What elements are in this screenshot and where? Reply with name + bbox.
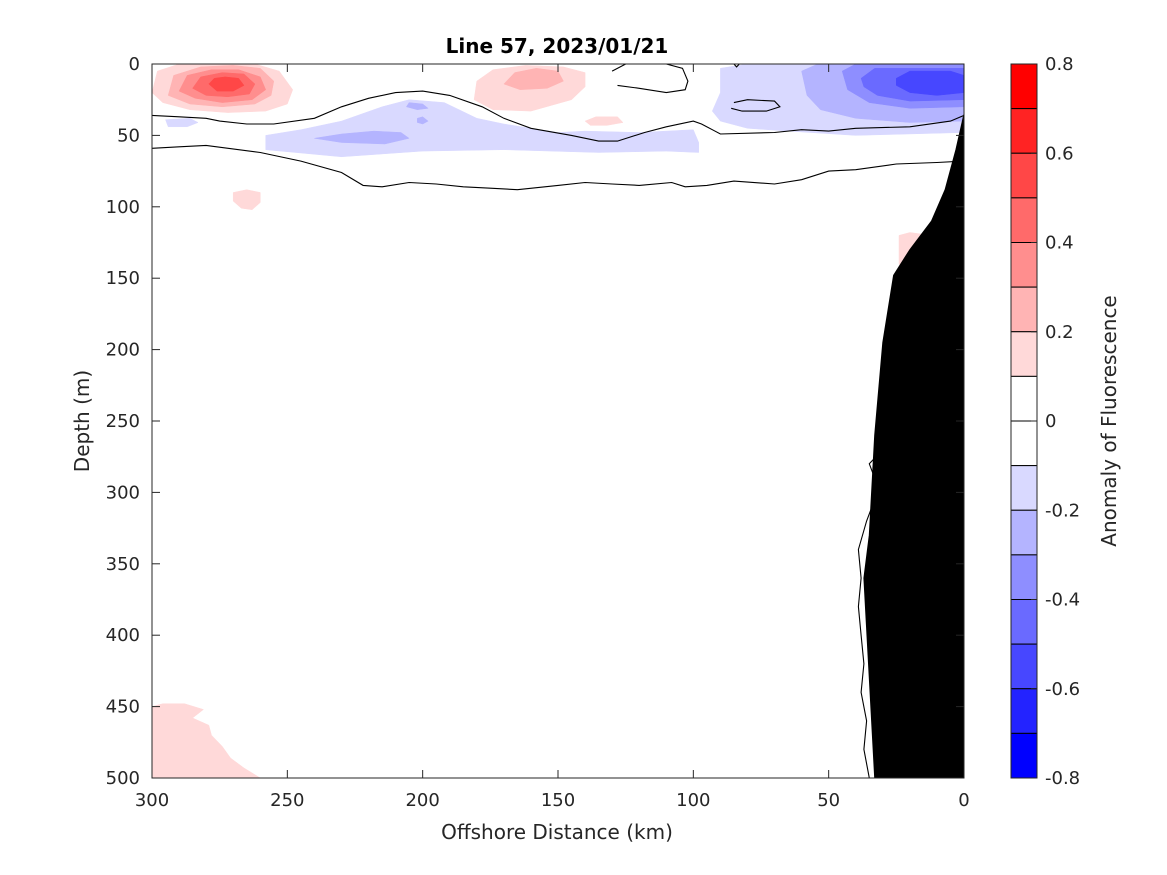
colorbar-tick-label: 0 — [1045, 411, 1056, 432]
colorbar-tick-label: -0.2 — [1045, 500, 1080, 521]
colorbar-level-4 — [1010, 242, 1038, 288]
chart-title: Line 57, 2023/01/21 — [446, 34, 669, 58]
plot-background — [152, 64, 964, 778]
colorbar-level-6 — [1010, 331, 1038, 377]
contour-region-17 — [417, 116, 429, 125]
colorbar-level-15 — [1010, 732, 1038, 779]
y-tick-label: 150 — [106, 268, 140, 289]
colorbar-level-12 — [1010, 599, 1038, 645]
y-axis: 0 50 100 150 200 250 300 350 400 450 500 — [106, 54, 964, 789]
plot-area: 300 250 200 150 100 50 0 050100150200250300350… — [106, 54, 970, 811]
y-tick-label: 400 — [106, 625, 140, 646]
y-tick-label: 350 — [106, 554, 140, 575]
colorbar-label: Anomaly of Fluorescence — [1097, 295, 1121, 546]
contour-region-7 — [584, 116, 624, 126]
colorbar-level-11 — [1010, 554, 1038, 600]
x-tick-label: 200 — [405, 790, 439, 811]
x-tick-label: 0 — [958, 790, 969, 811]
colorbar: 0.8 0.6 0.4 0.2 0 -0.2 -0.4 -0.6 -0.8 — [1010, 54, 1080, 789]
y-axis-label: Depth (m) — [70, 370, 94, 472]
y-tick-label: 250 — [106, 411, 140, 432]
colorbar-level-8 — [1010, 420, 1038, 467]
anomaly-contour-fills — [152, 64, 964, 778]
colorbar-level-3 — [1010, 197, 1038, 243]
seafloor-bathymetry — [863, 113, 964, 778]
colorbar-level-14 — [1010, 688, 1038, 734]
colorbar-tick-label: -0.6 — [1045, 679, 1080, 700]
y-tick-label: 200 — [106, 340, 140, 361]
colorbar-level-7 — [1010, 375, 1038, 422]
colorbar-frame — [1010, 63, 1038, 779]
contour-region-8 — [232, 189, 261, 210]
contour-region-20 — [896, 70, 964, 96]
y-tick-label: 500 — [106, 768, 140, 789]
zero-contour-line-5 — [733, 64, 740, 68]
colorbar-level-13 — [1010, 643, 1038, 690]
contour-region-10 — [152, 703, 261, 778]
y-tick-label: 100 — [106, 197, 140, 218]
zero-contour-line-1 — [152, 144, 964, 191]
zero-contour-line-2 — [611, 64, 689, 94]
colorbar-tick-label: 0.6 — [1045, 143, 1074, 164]
x-tick-label: 50 — [817, 790, 840, 811]
x-tick-label: 150 — [541, 790, 575, 811]
colorbar-level-9 — [1010, 465, 1038, 511]
colorbar-level-10 — [1010, 509, 1038, 556]
colorbar-tick-label: 0.8 — [1045, 54, 1074, 75]
zero-contour-lines — [152, 64, 964, 778]
zero-contour-line-0 — [152, 90, 964, 142]
x-axis: 300 250 200 150 100 50 0 — [135, 64, 970, 811]
colorbar-tick-label: -0.8 — [1045, 768, 1080, 789]
bathymetry-layer — [863, 113, 964, 778]
colorbar-tick-label: 0.4 — [1045, 233, 1074, 254]
contour-region-4 — [208, 76, 245, 92]
zero-contour-line-4 — [857, 441, 900, 778]
x-tick-label: 300 — [135, 790, 169, 811]
y-tick-label: 300 — [106, 482, 140, 503]
colorbar-ticks: 0.8 0.6 0.4 0.2 0 -0.2 -0.4 -0.6 -0.8 — [1031, 54, 1080, 789]
contour-region-6 — [503, 68, 564, 90]
contour-region-14 — [314, 130, 410, 145]
colorbar-level-2 — [1010, 152, 1038, 199]
x-axis-label: Offshore Distance (km) — [441, 820, 673, 844]
colorbar-level-1 — [1010, 108, 1038, 154]
colorbar-tick-label: 0.2 — [1045, 322, 1074, 343]
y-tick-label: 50 — [117, 125, 140, 146]
y-tick-label: 0 — [129, 54, 140, 75]
colorbar-level-0 — [1010, 63, 1038, 110]
colorbar-tick-label: -0.4 — [1045, 590, 1080, 611]
x-tick-label: 100 — [676, 790, 710, 811]
zero-contour-line-3 — [731, 99, 781, 112]
colorbar-level-5 — [1010, 286, 1038, 333]
contour-region-16 — [406, 102, 429, 110]
y-tick-label: 450 — [106, 697, 140, 718]
contour-region-13 — [165, 118, 199, 128]
x-tick-label: 250 — [270, 790, 304, 811]
